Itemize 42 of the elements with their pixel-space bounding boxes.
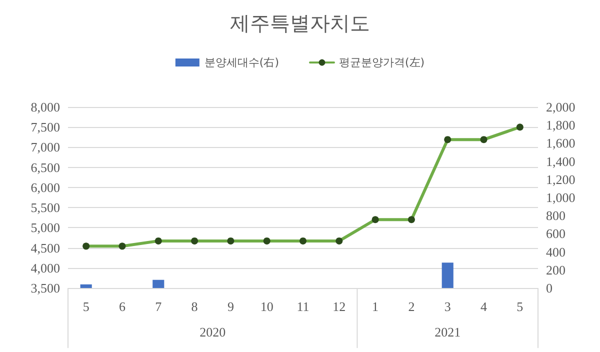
- bar: [442, 262, 454, 288]
- bar: [152, 280, 164, 288]
- x-tick-label: 1: [372, 299, 379, 314]
- y2-tick-label: 1,200: [546, 172, 576, 187]
- bar: [80, 284, 92, 288]
- x-tick-label: 5: [516, 299, 524, 314]
- y-tick-label: 4,000: [30, 260, 60, 276]
- y2-tick-label: 1,600: [546, 136, 576, 151]
- y2-tick-label: 0: [546, 280, 552, 296]
- x-tick-label: 3: [444, 299, 451, 314]
- y-tick-label: 7,000: [30, 140, 60, 155]
- x-tick-label: 10: [260, 299, 274, 314]
- text: 2020: [200, 324, 226, 340]
- x-tick-label: 7: [155, 299, 162, 314]
- y-tick-label: 7,500: [30, 120, 60, 135]
- x-tick-label: 5: [82, 299, 90, 314]
- x-tick-label: 9: [227, 299, 234, 314]
- y2-tick-label: 400: [546, 244, 566, 260]
- x-tick-label: 4: [480, 299, 488, 314]
- legend-label: 분양세대수(右): [204, 56, 280, 69]
- x-tick-label: 11: [296, 299, 310, 314]
- y-tick-label: 6,500: [30, 160, 60, 175]
- x-tick-label: 8: [191, 299, 198, 314]
- y-tick-label: 4,500: [30, 240, 60, 256]
- y2-tick-label: 600: [546, 226, 566, 242]
- x-tick-label: 12: [332, 299, 346, 314]
- y2-tick-label: 1,800: [546, 118, 576, 133]
- chart-title: 제주특별자치도: [230, 11, 370, 35]
- y-tick-label: 5,500: [30, 200, 60, 216]
- y2-tick-label: 1,000: [546, 190, 576, 205]
- y-tick-label: 3,500: [30, 280, 60, 296]
- x-tick-label: 2: [408, 299, 415, 314]
- y2-tick-label: 800: [546, 208, 566, 224]
- y2-tick-label: 200: [546, 262, 566, 278]
- y-tick-label: 8,000: [30, 100, 60, 114]
- y2-tick-label: 2,000: [546, 100, 576, 114]
- y-tick-label: 6,000: [30, 180, 60, 195]
- legend-label: 평균분양가격(左): [339, 56, 425, 69]
- y2-tick-label: 1,400: [546, 154, 576, 169]
- text: 2021: [434, 324, 461, 340]
- x-tick-label: 6: [118, 299, 126, 314]
- y-tick-label: 5,000: [30, 220, 60, 236]
